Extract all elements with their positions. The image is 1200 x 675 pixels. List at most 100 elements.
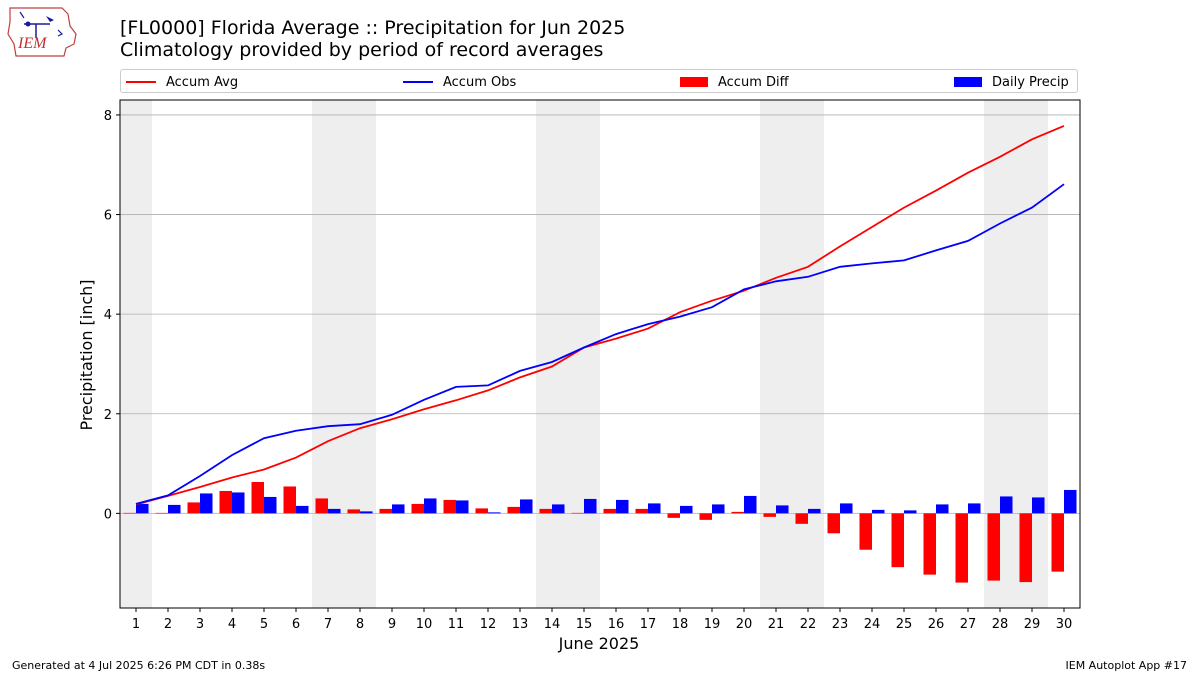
weekend-shading — [120, 100, 1048, 608]
legend-label-daily-precip: Daily Precip — [992, 74, 1069, 90]
bar-accum-diff — [443, 499, 456, 514]
legend-label-accum-diff: Accum Diff — [718, 74, 789, 90]
bar-accum-diff — [123, 512, 136, 514]
bar-accum-diff — [827, 513, 840, 534]
y-tick-label: 4 — [104, 308, 112, 323]
legend-label-accum-obs: Accum Obs — [443, 74, 517, 90]
bar-accum-diff — [795, 513, 808, 524]
bar-accum-diff — [987, 513, 1000, 581]
footer-app: IEM Autoplot App #17 — [1065, 659, 1188, 672]
bar-daily-precip — [840, 503, 853, 514]
y-axis-label: Precipitation [inch] — [77, 279, 96, 430]
bar-daily-precip — [584, 498, 597, 514]
bar-daily-precip — [808, 508, 821, 514]
bar-accum-diff — [411, 503, 424, 514]
x-tick-label: 13 — [512, 617, 529, 632]
x-tick-label: 15 — [576, 617, 593, 632]
x-tick-label: 19 — [704, 617, 721, 632]
logo-text: IEM — [17, 35, 48, 52]
x-tick-label: 12 — [480, 617, 497, 632]
x-tick-label: 3 — [196, 617, 204, 632]
bar-daily-precip — [200, 493, 213, 514]
x-tick-label: 21 — [768, 617, 785, 632]
x-tick-label: 9 — [388, 617, 396, 632]
legend-swatch-accum-obs — [403, 81, 433, 83]
plot-frame — [119, 99, 1081, 609]
bar-accum-diff — [219, 490, 232, 514]
x-tick-label: 22 — [800, 617, 817, 632]
legend-item-daily-precip: Daily Precip — [954, 73, 1069, 91]
bar-daily-precip — [616, 499, 629, 514]
legend-item-accum-obs: Accum Obs — [403, 73, 516, 91]
gridlines — [120, 114, 1080, 514]
bar-accum-diff — [507, 506, 520, 514]
x-tick-label: 24 — [864, 617, 881, 632]
bar-accum-diff — [187, 502, 200, 514]
bar-daily-precip — [648, 503, 661, 514]
line-accum-obs — [135, 183, 1065, 505]
bar-daily-precip — [232, 492, 245, 514]
y-tick-label: 2 — [104, 408, 112, 423]
x-tick-label: 8 — [356, 617, 364, 632]
bar-daily-precip — [424, 498, 437, 514]
bar-daily-precip — [936, 504, 949, 514]
bar-daily-precip — [520, 499, 533, 514]
bar-daily-precip — [552, 504, 565, 514]
bar-accum-diff — [539, 508, 552, 514]
bar-daily-precip — [1032, 497, 1045, 514]
bar-accum-diff — [571, 512, 584, 514]
bar-accum-diff — [251, 481, 264, 514]
bar-daily-precip — [264, 496, 277, 514]
iem-logo: IEM — [7, 7, 77, 57]
x-tick-label: 16 — [608, 617, 625, 632]
y-tick-label: 0 — [104, 507, 112, 522]
x-tick-label: 25 — [896, 617, 913, 632]
x-tick-label: 10 — [416, 617, 433, 632]
x-tick-label: 23 — [832, 617, 849, 632]
bar-accum-diff — [731, 511, 744, 514]
bar-accum-diff — [923, 513, 936, 575]
x-tick-label: 1 — [132, 617, 140, 632]
bar-daily-precip — [904, 510, 917, 514]
bar-accum-diff — [859, 513, 872, 550]
legend-swatch-accum-avg — [126, 81, 156, 83]
bar-daily-precip — [680, 505, 693, 514]
x-tick-label: 28 — [992, 617, 1009, 632]
bar-accum-diff — [315, 498, 328, 514]
bar-daily-precip — [392, 504, 405, 514]
x-tick-label: 30 — [1056, 617, 1073, 632]
y-tick-label: 6 — [104, 209, 112, 224]
legend-item-accum-diff: Accum Diff — [680, 73, 789, 91]
bar-daily-precip — [712, 504, 725, 514]
bar-daily-precip — [968, 503, 981, 514]
bar-accum-diff — [603, 508, 616, 514]
x-tick-label: 4 — [228, 617, 236, 632]
legend: Accum Avg Accum Obs Accum Diff Daily Pre… — [120, 69, 1078, 93]
bar-accum-diff — [667, 513, 680, 518]
bar-daily-precip — [744, 495, 757, 514]
x-tick-label: 26 — [928, 617, 945, 632]
x-tick-label: 17 — [640, 617, 657, 632]
x-tick-label: 11 — [448, 617, 465, 632]
legend-swatch-daily-precip — [954, 77, 982, 87]
bar-accum-diff — [1051, 513, 1064, 572]
line-accum-avg — [135, 125, 1065, 506]
bar-daily-precip — [1064, 489, 1077, 514]
x-tick-label: 6 — [292, 617, 300, 632]
bar-daily-precip — [1000, 496, 1013, 514]
bar-daily-precip — [360, 511, 373, 514]
bar-accum-diff — [891, 513, 904, 568]
bar-daily-precip — [168, 504, 181, 514]
legend-label-accum-avg: Accum Avg — [166, 74, 239, 90]
bar-accum-diff — [635, 508, 648, 514]
x-tick-label: 18 — [672, 617, 689, 632]
x-tick-label: 20 — [736, 617, 753, 632]
bar-daily-precip — [488, 512, 501, 514]
weekend-band — [760, 100, 824, 608]
bar-daily-precip — [328, 508, 341, 514]
x-tick-label: 14 — [544, 617, 561, 632]
bar-daily-precip — [296, 505, 309, 514]
bar-accum-diff — [475, 508, 488, 514]
